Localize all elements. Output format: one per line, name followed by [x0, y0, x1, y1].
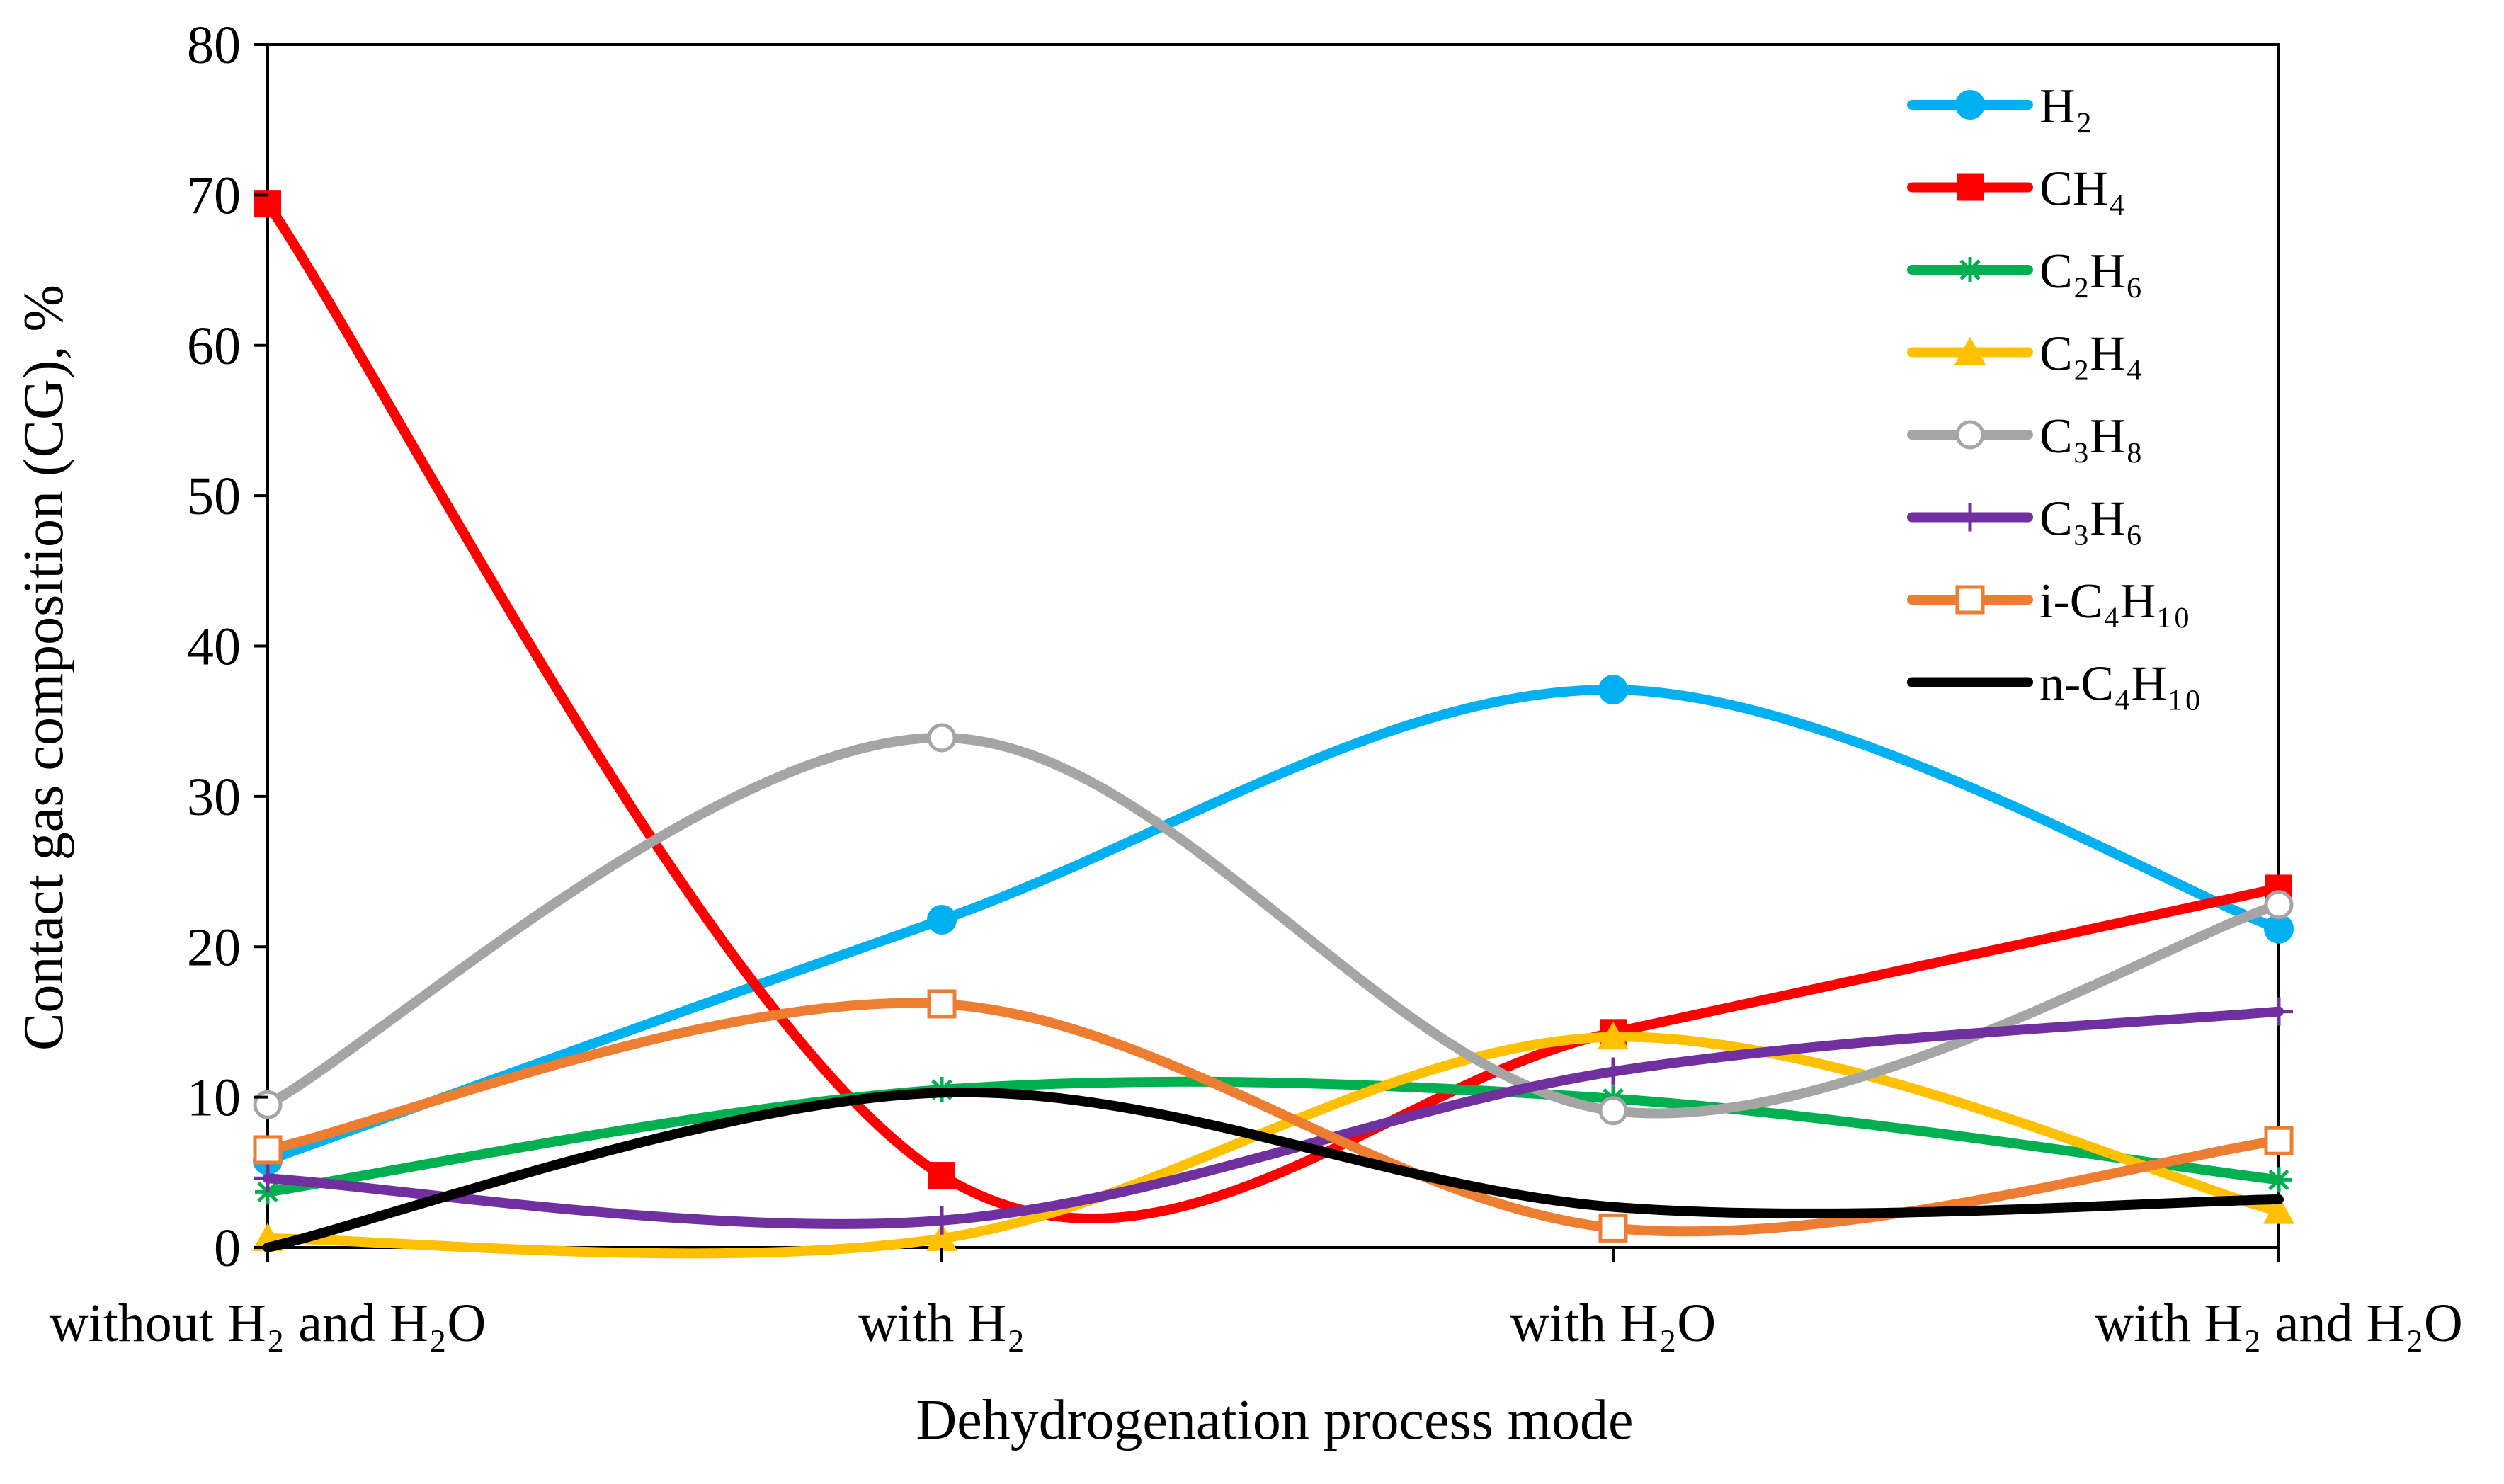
legend-item: C₂H₆	[1907, 244, 2143, 299]
series-line	[263, 998, 2284, 1237]
data-point	[928, 1162, 955, 1189]
data-point	[253, 1135, 283, 1165]
x-axis-title: Dehydrogenation process mode	[916, 1389, 1633, 1451]
data-point	[2266, 1167, 2292, 1193]
y-tick-label: 0	[214, 1218, 241, 1278]
legend-marker	[1955, 420, 1985, 450]
legend-label: C₂H₄	[2039, 327, 2143, 382]
series-layer	[252, 190, 2294, 1259]
data-point	[2265, 997, 2293, 1026]
y-tick-label: 80	[187, 16, 241, 75]
legend-item: C₃H₆	[1907, 492, 2143, 547]
y-tick-label: 40	[187, 617, 241, 677]
series-line	[263, 685, 2284, 1165]
data-point	[2264, 1126, 2294, 1155]
data-point	[1598, 1096, 1628, 1126]
series-6	[253, 989, 2294, 1243]
data-point	[1599, 1057, 1627, 1086]
data-point	[2264, 890, 2294, 920]
data-point	[927, 989, 957, 1019]
series-line	[263, 1006, 2284, 1229]
legend-label: H₂	[2039, 79, 2093, 134]
data-point	[2263, 1196, 2294, 1224]
legend-marker	[1957, 257, 1983, 282]
plot-area	[266, 43, 2280, 1249]
y-tick-label: 30	[187, 767, 241, 827]
legend: H₂ CH₄ C₂H₆ C₂H₄ C₃H₈ C₃H₆ i-C₄H₁₀ n-C₄H₁₀	[1907, 79, 2202, 712]
y-tick-label: 70	[187, 166, 241, 225]
legend-label: C₃H₆	[2039, 492, 2143, 547]
series-0	[253, 675, 2294, 1175]
legend-label: CH₄	[2039, 162, 2126, 217]
y-tick-label: 50	[187, 467, 241, 526]
y-tick-label: 10	[187, 1068, 241, 1128]
legend-label: C₂H₆	[2039, 244, 2143, 299]
legend-item: C₂H₄	[1907, 327, 2143, 382]
legend-label: n-C₄H₁₀	[2039, 657, 2202, 712]
data-point	[1598, 1213, 1628, 1243]
legend-marker	[1954, 336, 1986, 365]
x-tick-label: with H₂	[858, 1294, 1025, 1353]
data-point	[927, 905, 957, 935]
data-point	[927, 723, 957, 753]
x-tick-label: with H₂ and H₂O	[2095, 1294, 2463, 1353]
legend-marker	[1956, 503, 1984, 532]
x-tick-label: without H₂ and H₂O	[50, 1294, 486, 1353]
series-7	[263, 1087, 2284, 1252]
series-3	[252, 1021, 2294, 1259]
data-point	[1598, 1021, 1629, 1050]
data-point	[926, 1223, 957, 1251]
series-line	[263, 1032, 2284, 1259]
x-axis: without H₂ and H₂O with H₂ with H₂O with H₂…	[50, 1248, 2463, 1353]
y-tick-label: 60	[187, 316, 241, 376]
legend-label: i-C₄H₁₀	[2039, 574, 2190, 629]
data-point	[928, 1206, 956, 1235]
x-tick-label: with H₂O	[1510, 1294, 1716, 1353]
series-line	[263, 199, 2284, 1223]
data-point	[254, 1164, 282, 1193]
legend-item: i-C₄H₁₀	[1907, 574, 2190, 629]
legend-marker	[1957, 173, 1984, 201]
data-point	[1598, 675, 1628, 705]
legend-marker	[1955, 90, 1985, 120]
legend-label: C₃H₈	[2039, 409, 2143, 464]
y-tick-label: 20	[187, 918, 241, 977]
series-5	[254, 997, 2293, 1235]
series-line	[263, 1076, 2284, 1197]
legend-item: H₂	[1907, 79, 2093, 134]
y-axis-title: Contact gas composition (CG), %	[13, 285, 75, 1051]
series-line	[263, 1087, 2284, 1252]
legend-item: n-C₄H₁₀	[1907, 657, 2202, 712]
legend-item: CH₄	[1907, 162, 2126, 217]
y-axis: 0 10 20 30 40 50 60 70 80	[187, 16, 268, 1278]
plot-frame	[266, 43, 2280, 1249]
legend-marker	[1955, 585, 1985, 615]
legend-item: C₃H₈	[1907, 409, 2143, 464]
